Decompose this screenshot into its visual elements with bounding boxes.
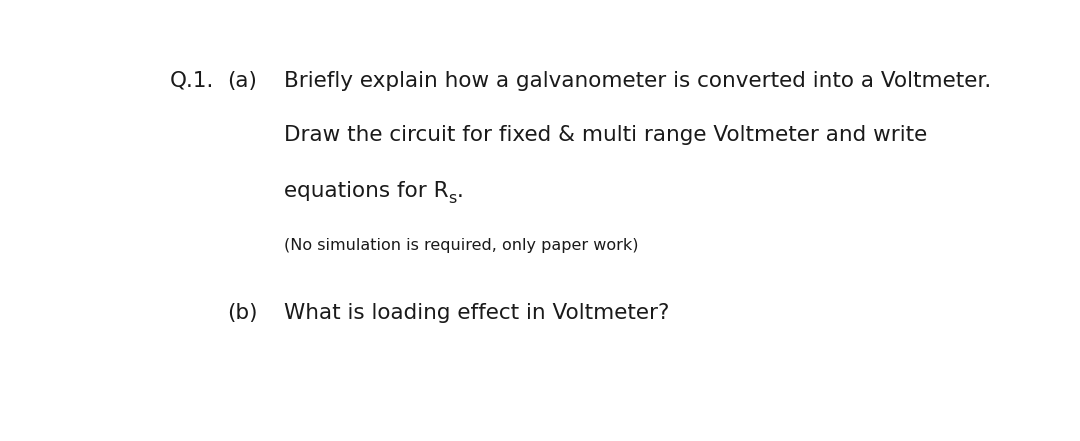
Text: equations for R: equations for R: [284, 181, 448, 201]
Text: s: s: [448, 191, 457, 206]
Text: Briefly explain how a galvanometer is converted into a Voltmeter.: Briefly explain how a galvanometer is co…: [284, 71, 991, 91]
Text: Draw the circuit for fixed & multi range Voltmeter and write: Draw the circuit for fixed & multi range…: [284, 125, 928, 145]
Text: (No simulation is required, only paper work): (No simulation is required, only paper w…: [284, 238, 638, 253]
Text: .: .: [457, 181, 463, 201]
Text: What is loading effect in Voltmeter?: What is loading effect in Voltmeter?: [284, 303, 670, 324]
Text: (a): (a): [227, 71, 257, 91]
Text: Q.1.: Q.1.: [171, 71, 215, 91]
Text: (b): (b): [227, 303, 257, 324]
